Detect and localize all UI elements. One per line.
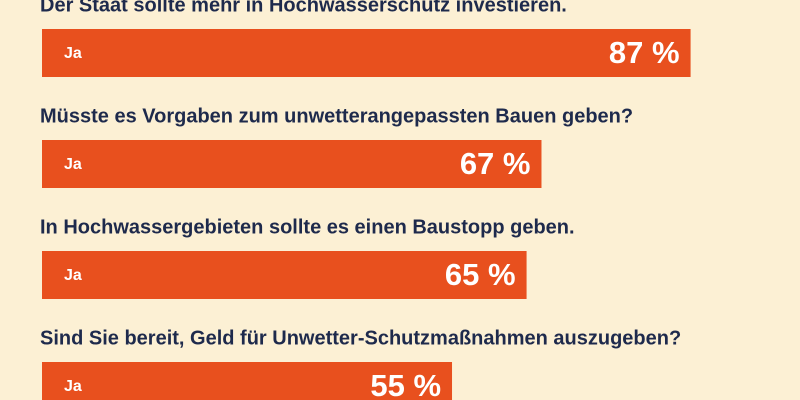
question: In Hochwassergebieten sollte es einen Ba… bbox=[40, 216, 575, 238]
bar bbox=[42, 362, 453, 400]
bar bbox=[42, 251, 527, 299]
question: Müsste es Vorgaben zum unwetterangepasst… bbox=[40, 105, 633, 127]
bar bbox=[42, 29, 691, 77]
bar bbox=[42, 140, 542, 188]
series-label: Ja bbox=[64, 378, 82, 395]
series-label: Ja bbox=[64, 156, 82, 173]
series-label: Ja bbox=[64, 267, 82, 284]
value-label: 87 % bbox=[609, 35, 680, 70]
value-label: 67 % bbox=[460, 146, 531, 181]
question: Sind Sie bereit, Geld für Unwetter-Schut… bbox=[40, 327, 681, 349]
value-label: 65 % bbox=[445, 257, 516, 292]
series-label: Ja bbox=[64, 45, 82, 62]
question: Der Staat sollte mehr in Hochwasserschut… bbox=[40, 0, 567, 16]
value-label: 55 % bbox=[370, 368, 441, 400]
